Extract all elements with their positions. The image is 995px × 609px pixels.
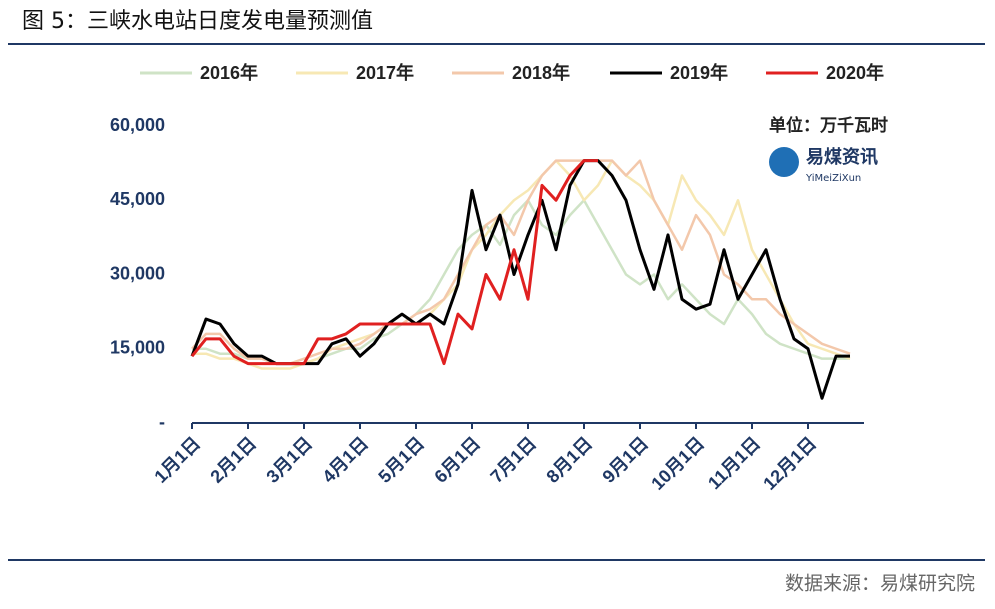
chart-title: 图 5：三峡水电站日度发电量预测值 [22, 9, 373, 34]
legend-label: 2020年 [826, 62, 884, 83]
legend-label: 2019年 [670, 62, 728, 83]
x-tick-label: 11月1日 [704, 433, 764, 493]
y-tick-label: 15,000 [110, 338, 165, 358]
x-tick-label: 5月1日 [374, 433, 428, 487]
x-tick-label: 2月1日 [206, 433, 260, 487]
logo-icon [769, 147, 799, 177]
series-line [191, 159, 851, 365]
logo-text: 易煤资讯 [806, 146, 878, 168]
y-tick-label: 30,000 [110, 263, 165, 283]
logo-sub: YiMeiZiXun [805, 173, 861, 184]
y-tick-label: 45,000 [110, 189, 165, 209]
x-tick-label: 4月1日 [318, 433, 372, 487]
legend-label: 2016年 [200, 62, 258, 83]
legend-label: 2018年 [512, 62, 570, 83]
x-tick-label: 1月1日 [150, 433, 204, 487]
x-tick-label: 10月1日 [647, 433, 708, 494]
y-tick-label: 60,000 [110, 115, 165, 135]
source: 数据来源：易煤研究院 [785, 573, 975, 595]
x-tick-label: 9月1日 [598, 433, 652, 487]
legend-label: 2017年 [356, 62, 414, 83]
y-tick-label: - [159, 412, 165, 432]
x-tick-label: 6月1日 [430, 433, 484, 487]
series-line [192, 159, 851, 370]
x-tick-label: 12月1日 [759, 433, 820, 494]
series-line [190, 159, 598, 366]
x-tick-label: 8月1日 [542, 433, 596, 487]
x-tick-label: 3月1日 [262, 433, 316, 487]
x-tick-label: 7月1日 [486, 433, 540, 487]
unit-label: 单位：万千瓦时 [769, 115, 888, 136]
series-line [192, 199, 850, 365]
